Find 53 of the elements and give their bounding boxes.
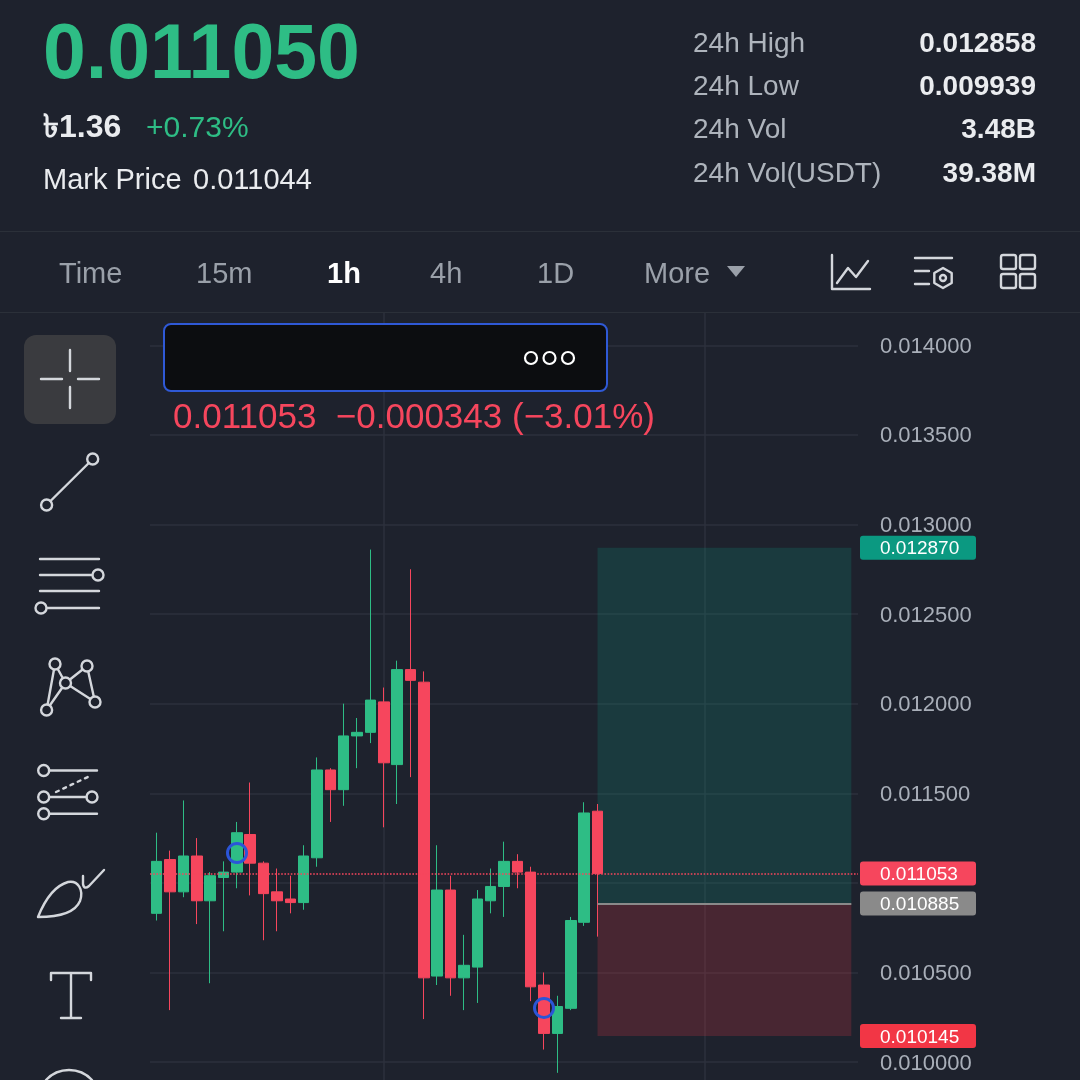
- candlestick: [365, 549, 376, 744]
- text: 15m: [196, 257, 253, 290]
- y-tick-label: 0.012000: [880, 691, 972, 717]
- y-tick-label: 0.010000: [880, 1049, 972, 1075]
- candlestick: [498, 841, 510, 918]
- text: ৳1.36: [43, 107, 122, 144]
- text: More: [644, 257, 711, 290]
- text: +0.73%: [146, 109, 249, 143]
- y-tick-label: 0.013000: [880, 511, 972, 537]
- candlestick: [338, 703, 349, 807]
- candlestick: [378, 687, 390, 828]
- ref-line-label: 0.010885: [880, 892, 960, 914]
- text: 1h: [327, 257, 361, 290]
- candlestick: [178, 799, 189, 898]
- candlestick: [458, 934, 470, 1011]
- candlestick: [472, 889, 483, 1004]
- annotation: 0.011053 −0.000343 (−3.01%): [173, 396, 655, 436]
- band-label: 0.012870: [880, 537, 960, 559]
- text: Time: [59, 257, 123, 290]
- candlestick: [445, 875, 456, 997]
- candlestick: [351, 717, 363, 769]
- candlestick: [485, 868, 496, 914]
- candlestick: [391, 660, 403, 805]
- candlestick: [552, 995, 563, 1074]
- text: 24h High: [693, 27, 806, 59]
- ref-line-label: 0.011053: [880, 862, 958, 884]
- text: 0.011044: [193, 163, 312, 196]
- y-tick-label: 0.013500: [880, 422, 972, 448]
- candlestick: [218, 860, 229, 932]
- y-tick-label: 0.012500: [880, 601, 972, 627]
- y-tick-label: 0.011500: [880, 780, 971, 806]
- candlestick: [405, 568, 416, 778]
- candlestick: [204, 871, 216, 984]
- text: 0.009939: [919, 70, 1036, 102]
- text: Mark Price: [43, 163, 182, 196]
- y-tick-label: 0.014000: [880, 332, 972, 358]
- chart-title: 0.011050: [43, 7, 360, 94]
- candlestick: [285, 875, 296, 914]
- text: 3.48B: [961, 113, 1036, 145]
- text: 0.012858: [919, 27, 1036, 59]
- candlestick: [325, 767, 336, 823]
- candlestick: [151, 832, 162, 922]
- candlestick: [311, 756, 323, 868]
- candlestick: [431, 844, 443, 986]
- y-tick-label: 0.010500: [880, 959, 972, 985]
- text: 24h Low: [693, 70, 799, 102]
- text: 24h Vol: [693, 113, 787, 145]
- band-label: 0.010145: [880, 1025, 960, 1047]
- candlestick: [298, 844, 309, 911]
- text: 4h: [430, 257, 463, 290]
- text: 39.38M: [942, 157, 1036, 189]
- text: 24h Vol(USDT): [693, 157, 882, 189]
- text: 1D: [537, 257, 575, 290]
